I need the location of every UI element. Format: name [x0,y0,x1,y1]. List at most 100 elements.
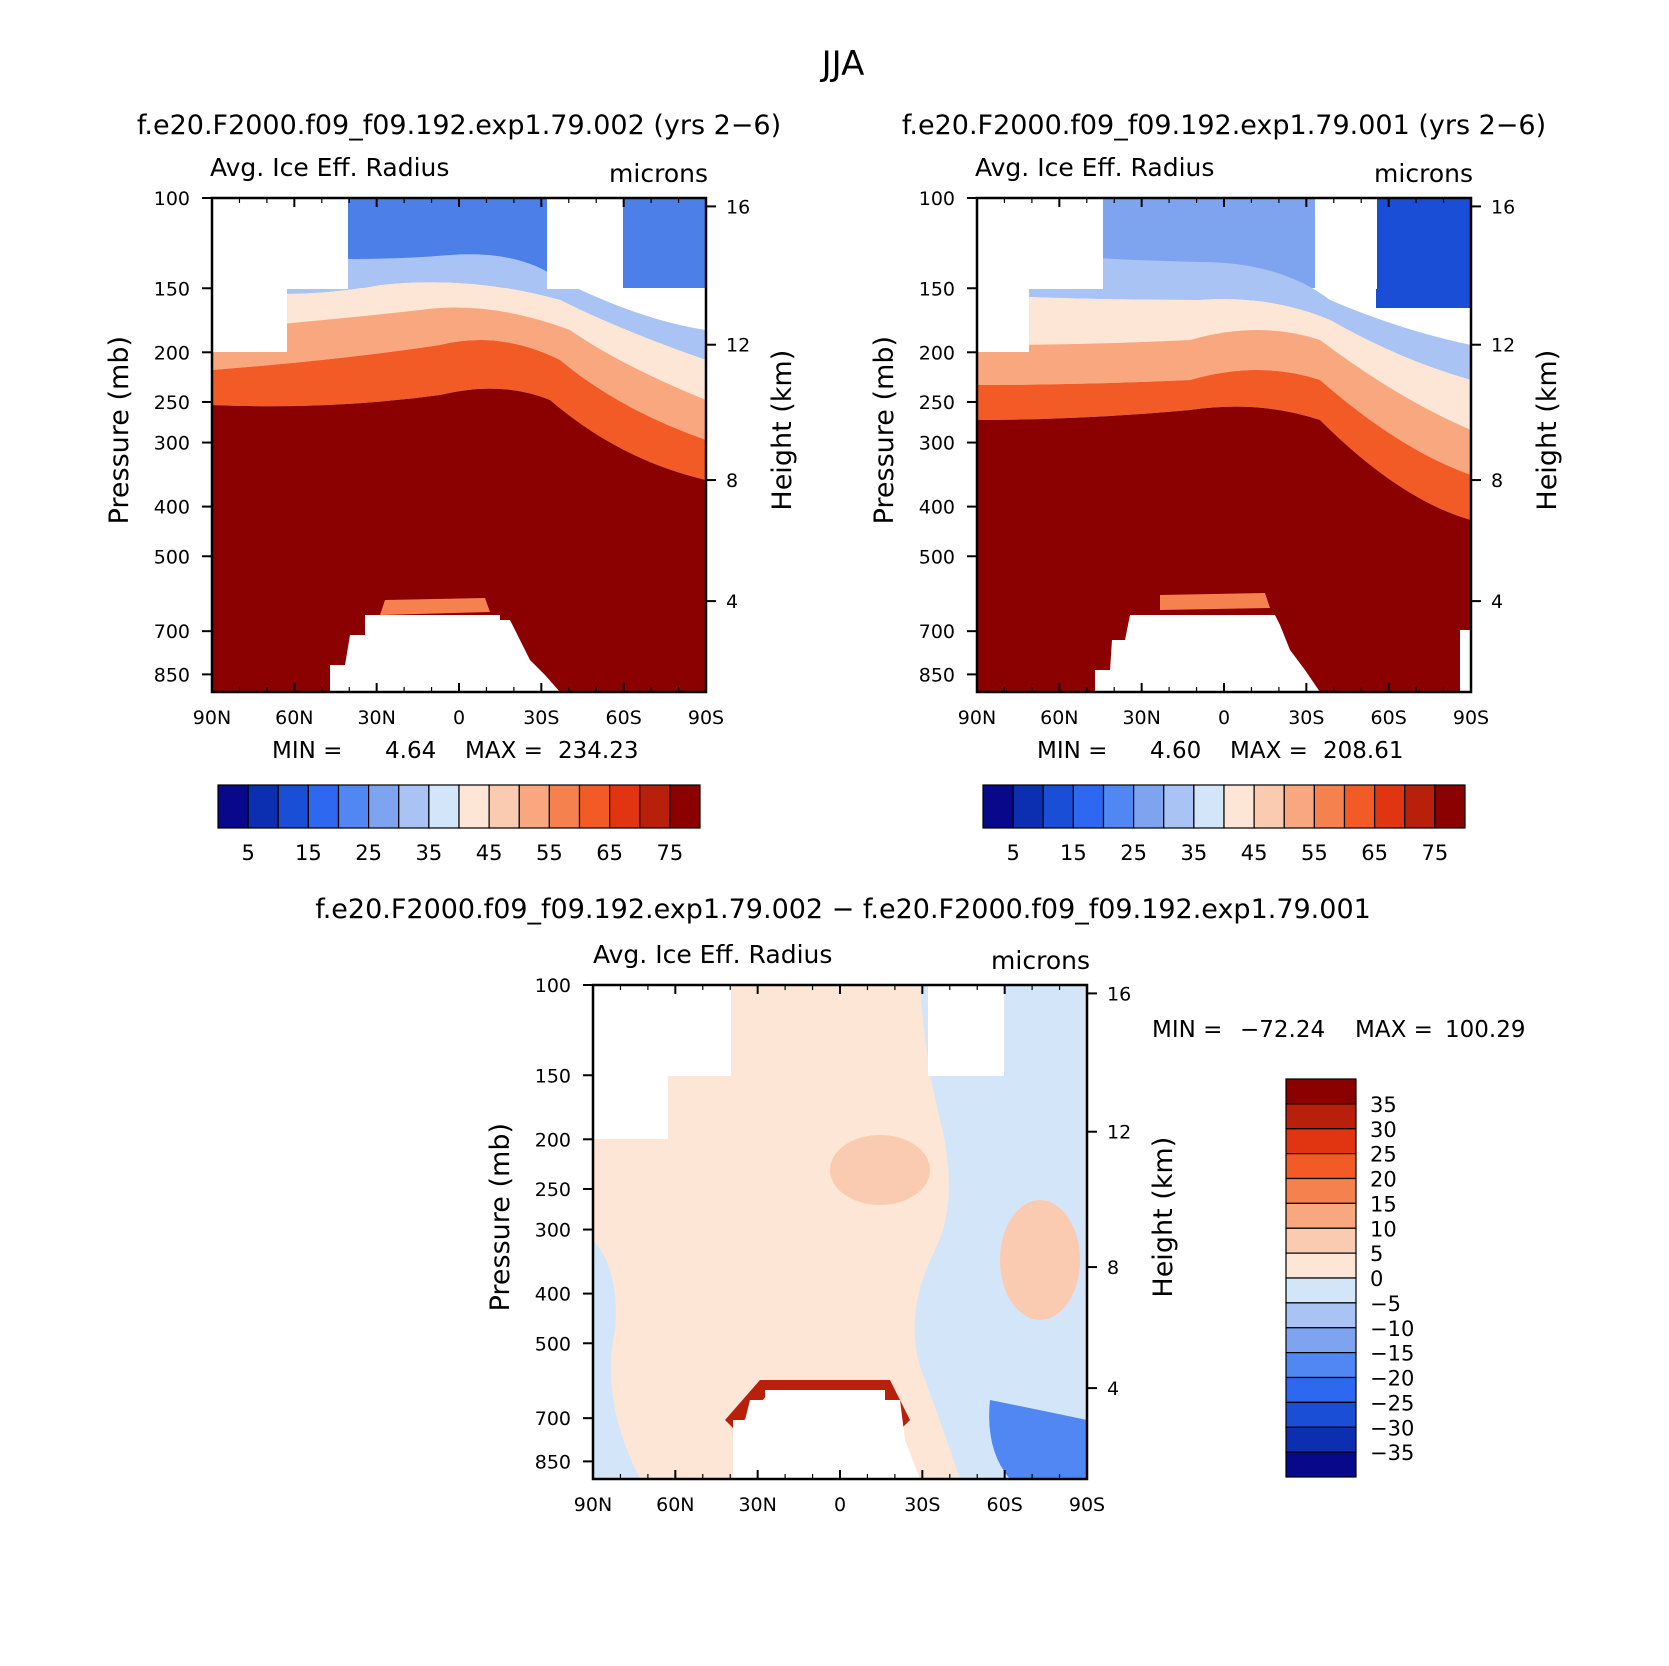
colorbar-label: 25 [1120,841,1147,865]
x-tick-label: 30S [1288,707,1324,729]
y-tick-label: 400 [535,1284,571,1306]
colorbar-swatch [1283,784,1315,829]
colorbar-swatch [609,784,641,829]
colorbar-swatch [578,784,611,829]
panel-1-max-value: 234.23 [558,738,638,764]
x-tick-label: 60S [606,707,642,729]
colorbar-label: 15 [1060,841,1087,865]
panel-1-max-label: MAX = [465,738,543,764]
panel-3-negative-south [914,985,1087,1479]
colorbar-swatch [337,784,370,829]
colorbar-swatch [1193,784,1225,829]
y-tick-label: 100 [154,188,190,210]
x-tick-label: 30N [1122,707,1160,729]
panel-2-variable-label: Avg. Ice Eff. Radius [975,153,1214,182]
y-axis-title: Pressure (mb) [104,336,135,524]
y-right-axis-title: Height (km) [1148,1137,1179,1298]
colorbar-swatch [1285,1302,1357,1329]
panel-1-min-value: 4.64 [385,738,436,764]
colorbar-label: 75 [657,841,684,865]
y-tick-label: 200 [535,1129,571,1151]
y-right-tick-label: 8 [726,470,738,492]
panel-3-max-value: 100.29 [1445,1017,1525,1043]
colorbar-swatch [1285,1327,1357,1354]
colorbar-swatch [1374,784,1406,829]
colorbar-swatch [1343,784,1376,829]
panel-2-band-pink [977,330,1471,475]
panel-3-min-value: −72.24 [1240,1017,1325,1043]
y-right-tick-label: 4 [726,591,738,613]
y-right-tick-label: 8 [1491,470,1503,492]
panel-2-min-label: MIN = [1037,738,1107,764]
colorbar-label: 20 [1370,1168,1397,1192]
panel-1-band-dark [212,388,706,692]
panel-3-field [593,985,1087,1479]
panel-2-title: f.e20.F2000.f09_f09.192.exp1.79.001 (yrs… [902,110,1546,141]
colorbar-swatch [1285,1401,1357,1428]
panel-3-variable-label: Avg. Ice Eff. Radius [593,940,832,969]
x-tick-label: 60S [987,1494,1023,1516]
y-tick-label: 250 [154,392,190,414]
colorbar-swatch [1285,1277,1357,1304]
colorbar-label: 55 [536,841,563,865]
x-tick-label: 60N [275,707,313,729]
y-tick-label: 200 [154,342,190,364]
colorbar-swatch [458,784,490,829]
colorbar-swatch [518,784,550,829]
panel-3-negative-north [593,1240,640,1479]
y-tick-label: 100 [535,975,571,997]
colorbar-swatch [1042,784,1074,829]
y-tick-label: 850 [535,1451,571,1473]
colorbar-swatch [1253,784,1285,829]
y-right-tick-label: 8 [1107,1257,1119,1279]
panel-3-negative-south-deep [989,1400,1087,1479]
colorbar-label: 10 [1370,1217,1397,1241]
colorbar-label: −25 [1370,1391,1414,1415]
colorbar-swatch [247,784,279,829]
y-tick-label: 250 [919,392,955,414]
panel-2-band-orange [977,370,1471,520]
panel-3-units-label: microns [991,946,1090,975]
colorbar-swatch [1313,784,1346,829]
colorbar-label: 15 [1370,1192,1397,1216]
colorbar-swatch [1285,1451,1357,1478]
panel-2-missing-right [1315,198,1377,289]
x-tick-label: 90N [193,707,231,729]
y-tick-label: 500 [535,1333,571,1355]
panel-2-units-label: microns [1374,159,1473,188]
colorbar-label: −35 [1370,1441,1414,1465]
colorbar-swatch [1434,784,1466,829]
colorbar-swatch [1285,1103,1357,1130]
x-tick-label: 90N [958,707,996,729]
colorbar-label: 15 [295,841,322,865]
colorbar-swatch [1285,1202,1357,1229]
panel-2-band-dark [977,406,1471,692]
colorbar-label: 45 [1241,841,1268,865]
y-tick-label: 250 [535,1179,571,1201]
colorbar-label: 55 [1301,841,1328,865]
y-tick-label: 700 [535,1408,571,1430]
y-tick-label: 200 [919,342,955,364]
y-tick-label: 700 [919,621,955,643]
panel-3-max-label: MAX = [1355,1017,1433,1043]
y-right-tick-label: 4 [1107,1378,1119,1400]
x-tick-label: 60S [1371,707,1407,729]
x-tick-label: 90S [688,707,724,729]
panel-2: f.e20.F2000.f09_f09.192.exp1.79.001 (yrs… [869,110,1563,729]
panel-1-variable-label: Avg. Ice Eff. Radius [210,153,449,182]
colorbar-label: 65 [596,841,623,865]
colorbar-swatch [1285,1153,1357,1180]
y-axis-title: Pressure (mb) [485,1123,516,1311]
y-tick-label: 300 [154,433,190,455]
x-tick-label: 60N [656,1494,694,1516]
panel-2-missing-upper [977,198,1103,289]
colorbar-swatch [1223,784,1255,829]
panel-2-band-deep [1376,198,1471,308]
y-right-tick-label: 16 [726,196,750,218]
colorbar-label: 45 [476,841,503,865]
colorbar-swatch [1072,784,1105,829]
colorbar-swatch [1012,784,1044,829]
y-tick-label: 700 [154,621,190,643]
